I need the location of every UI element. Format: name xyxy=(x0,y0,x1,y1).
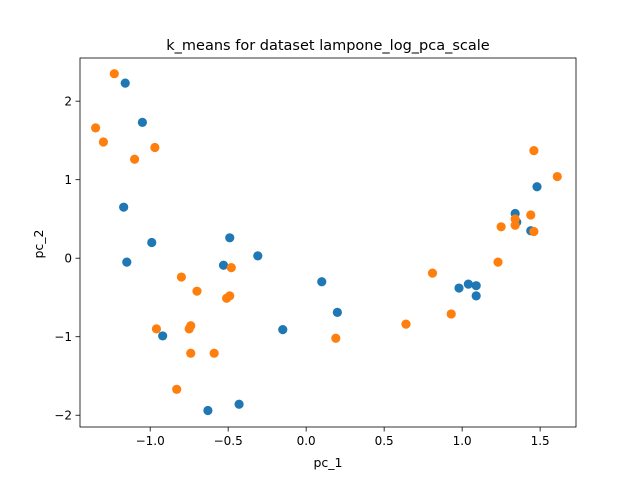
data-point-series-1-3 xyxy=(119,202,129,212)
data-point-series-2-4 xyxy=(129,154,140,164)
data-point-series-2-27 xyxy=(529,146,539,156)
y-tick-label: −1 xyxy=(54,330,72,344)
data-point-series-2-8 xyxy=(192,286,202,296)
data-point-series-1-16 xyxy=(463,279,473,289)
x-tick-label: −1.0 xyxy=(136,434,165,448)
data-point-series-1-17 xyxy=(471,281,481,291)
x-tick-label: 0.0 xyxy=(297,434,316,448)
data-point-series-1-8 xyxy=(218,260,229,270)
data-point-series-1-5 xyxy=(122,257,132,267)
data-point-series-2-14 xyxy=(226,263,236,273)
data-points xyxy=(91,69,562,416)
data-point-series-1-12 xyxy=(278,325,288,335)
data-point-series-2-25 xyxy=(526,210,536,220)
x-tick-label: 1.5 xyxy=(531,434,550,448)
data-point-series-2-1 xyxy=(109,69,119,79)
data-point-series-1-10 xyxy=(203,405,213,416)
data-point-series-1-15 xyxy=(454,283,464,293)
y-axis-label: pc_2 xyxy=(31,229,46,258)
data-point-series-1-13 xyxy=(317,277,327,287)
y-tick-label: 2 xyxy=(64,95,72,109)
data-point-series-2-20 xyxy=(446,309,456,319)
data-point-series-1-21 xyxy=(532,182,542,192)
y-tick-label: −2 xyxy=(54,409,72,423)
data-point-series-2-16 xyxy=(222,293,232,303)
data-point-series-2-21 xyxy=(493,257,503,267)
data-point-series-2-26 xyxy=(529,226,539,237)
data-point-series-1-2 xyxy=(137,117,147,127)
data-point-series-2-12 xyxy=(209,348,219,358)
data-point-series-2-28 xyxy=(552,171,562,182)
data-point-series-2-24 xyxy=(510,214,520,224)
y-tick-label: 0 xyxy=(64,252,72,266)
data-point-series-2-11 xyxy=(186,348,196,358)
x-axis-label: pc_1 xyxy=(313,455,342,470)
x-tick-label: 0.5 xyxy=(375,434,394,448)
x-tick-label: 1.0 xyxy=(453,434,472,448)
data-point-series-2-5 xyxy=(150,142,160,153)
y-axis-ticks: −2 −1 0 1 2 xyxy=(54,95,80,423)
data-point-series-1-7 xyxy=(225,233,235,243)
data-point-series-2-17 xyxy=(331,333,341,343)
data-point-series-1-1 xyxy=(120,78,130,88)
data-point-series-2-18 xyxy=(401,319,411,329)
data-point-series-1-18 xyxy=(471,291,481,301)
data-point-series-1-4 xyxy=(147,237,157,248)
data-point-series-1-6 xyxy=(158,331,168,341)
y-tick-label: 1 xyxy=(64,173,72,187)
x-axis-ticks: −1.0 −0.5 0.0 0.5 1.0 1.5 xyxy=(136,427,550,448)
data-point-series-1-11 xyxy=(234,399,244,409)
x-tick-label: −0.5 xyxy=(214,434,243,448)
plot-frame xyxy=(79,57,577,428)
data-point-series-2-10 xyxy=(184,324,194,334)
data-point-series-2-22 xyxy=(496,222,506,232)
data-point-series-2-7 xyxy=(176,272,186,282)
data-point-series-2-6 xyxy=(151,324,162,334)
data-point-series-2-2 xyxy=(91,123,101,133)
data-point-series-1-14 xyxy=(332,307,342,317)
data-point-series-1-9 xyxy=(253,251,263,261)
data-point-series-2-19 xyxy=(427,268,438,278)
chart-title: k_means for dataset lampone_log_pca_scal… xyxy=(166,38,489,54)
data-point-series-2-3 xyxy=(98,137,108,147)
data-point-series-2-13 xyxy=(172,384,182,394)
